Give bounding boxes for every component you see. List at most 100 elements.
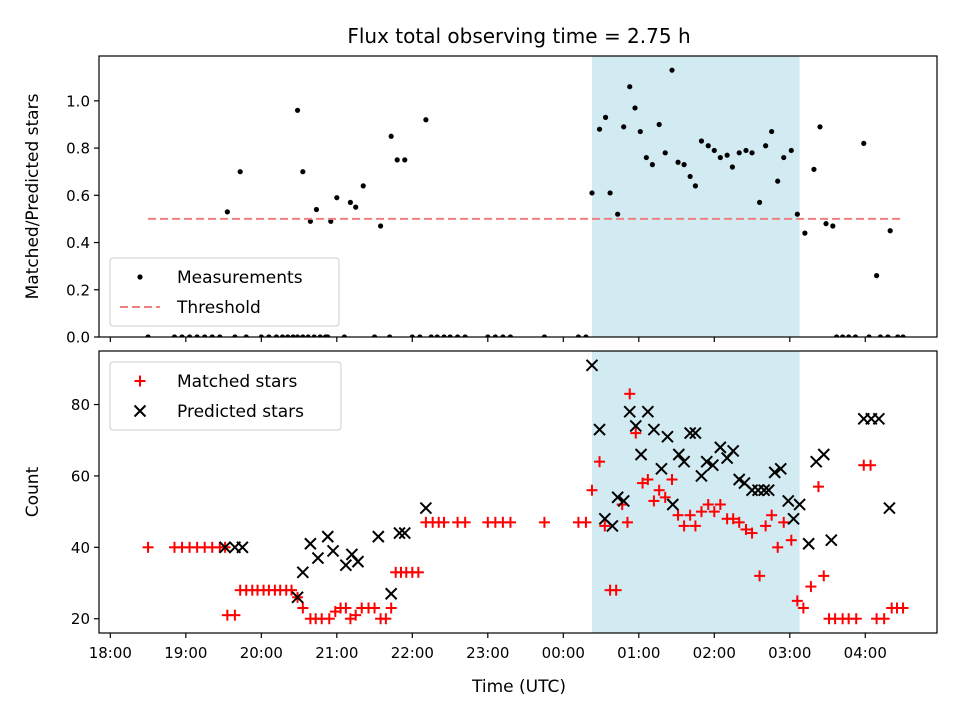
data-point-x-12-b xyxy=(372,530,385,543)
data-point-x-0-b xyxy=(218,541,232,554)
legend-swatch-plus xyxy=(134,375,146,387)
data-point-dot-10 xyxy=(237,169,243,175)
data-point-dot-13 xyxy=(266,334,272,337)
data-point-x-11 xyxy=(351,555,365,568)
highlight-span xyxy=(591,56,800,337)
data-point-x-27-b xyxy=(647,423,661,436)
data-point-x-20 xyxy=(606,519,619,533)
data-point-x-58 xyxy=(872,412,886,426)
data-point-x-32 xyxy=(677,455,691,468)
data-point-dot-22 xyxy=(317,334,323,337)
data-point-dot-47 xyxy=(447,334,453,337)
data-point-x-25-b xyxy=(634,448,648,461)
data-point-dot-67 xyxy=(649,162,655,168)
data-point-dot-37 xyxy=(387,334,393,337)
y-tick-label: 0.2 xyxy=(66,281,90,299)
data-point-x-13 xyxy=(384,587,398,600)
data-point-x-30-b xyxy=(666,498,679,511)
data-point-dot-25 xyxy=(300,169,306,175)
data-point-dot-70 xyxy=(669,67,675,73)
data-point-dot-79 xyxy=(724,152,730,158)
data-point-x-17-b xyxy=(585,359,599,372)
data-point-x-9-b xyxy=(339,558,353,572)
data-point-dot-68 xyxy=(656,121,662,128)
axes-frame xyxy=(98,55,938,338)
data-point-dot-21 xyxy=(311,334,317,337)
plot-data xyxy=(145,67,906,337)
data-point-x-40 xyxy=(726,444,740,458)
data-point-x-4 xyxy=(296,566,310,579)
data-point-dot-14 xyxy=(273,334,280,337)
data-point-plus-85 xyxy=(760,520,772,532)
data-point-x-48-b xyxy=(774,462,787,476)
data-point-dot-51 xyxy=(492,334,498,337)
data-point-x-7-b xyxy=(321,530,334,543)
data-point-x-28-b xyxy=(655,462,668,476)
data-point-x-59-b xyxy=(883,501,896,515)
data-point-dot-105 xyxy=(887,228,893,234)
data-point-plus-72 xyxy=(678,520,690,532)
data-point-plus-26 xyxy=(323,613,335,625)
data-point-dot-53 xyxy=(507,334,514,337)
data-point-x-0 xyxy=(218,541,232,554)
legend-box xyxy=(109,257,340,327)
data-point-dot-11 xyxy=(243,334,249,337)
data-point-dot-40 xyxy=(402,157,408,163)
data-point-dot-4 xyxy=(194,334,200,337)
data-point-dot-43 xyxy=(423,117,429,123)
data-point-x-31 xyxy=(672,448,686,461)
data-point-dot-62 xyxy=(621,124,627,130)
data-point-plus-29 xyxy=(340,602,352,614)
data-point-x-23-b xyxy=(623,405,636,418)
data-point-dot-3 xyxy=(186,334,193,337)
data-point-plus-56 xyxy=(586,484,598,496)
data-point-dot-91 xyxy=(802,230,808,236)
data-point-dot-61 xyxy=(615,211,621,217)
data-point-x-41 xyxy=(732,473,746,486)
data-point-plus-103 xyxy=(878,613,890,625)
data-point-x-55 xyxy=(825,533,838,547)
data-point-plus-82 xyxy=(740,523,752,535)
data-point-dot-80 xyxy=(729,164,736,170)
data-point-dot-85 xyxy=(763,143,769,149)
data-point-x-36-b xyxy=(700,455,713,468)
x-tick-label: 20:00 xyxy=(240,644,283,662)
data-point-x-58-b xyxy=(872,412,886,426)
data-point-plus-37 xyxy=(385,602,397,614)
data-point-dot-77 xyxy=(711,147,717,154)
data-point-plus-53 xyxy=(538,516,550,528)
data-point-dot-45 xyxy=(434,334,440,337)
data-point-plus-62 xyxy=(621,516,633,528)
data-point-dot-57 xyxy=(589,190,595,196)
data-point-x-32-b xyxy=(677,455,691,468)
data-point-dot-84 xyxy=(756,199,763,206)
data-point-plus-76 xyxy=(702,498,714,510)
data-point-x-46-b xyxy=(762,484,775,497)
data-point-dot-93 xyxy=(817,124,823,130)
data-point-x-47 xyxy=(768,466,781,479)
data-point-x-55-b xyxy=(825,533,838,547)
data-point-dot-36 xyxy=(377,223,384,229)
data-point-x-16 xyxy=(419,501,433,515)
data-point-plus-78 xyxy=(714,498,726,510)
data-point-x-51-b xyxy=(793,498,806,511)
data-point-x-23 xyxy=(623,405,636,418)
data-point-dot-59 xyxy=(602,114,609,120)
data-point-x-16-b xyxy=(419,501,433,515)
data-point-plus-90 xyxy=(791,595,803,607)
data-point-plus-64 xyxy=(630,427,642,439)
data-point-dot-38 xyxy=(388,133,394,139)
y-tick-label: 20 xyxy=(71,610,90,628)
data-point-dot-7 xyxy=(217,334,223,337)
data-point-x-51 xyxy=(793,498,806,511)
data-point-dot-100 xyxy=(861,140,867,146)
data-point-plus-10 xyxy=(229,609,241,621)
data-point-dot-15 xyxy=(279,334,286,337)
data-point-x-45 xyxy=(757,484,771,497)
data-point-dot-88 xyxy=(781,154,787,161)
data-point-plus-31 xyxy=(350,609,362,621)
data-point-x-25 xyxy=(634,448,648,461)
data-point-x-37 xyxy=(706,459,719,472)
data-point-x-2-b xyxy=(236,541,249,554)
